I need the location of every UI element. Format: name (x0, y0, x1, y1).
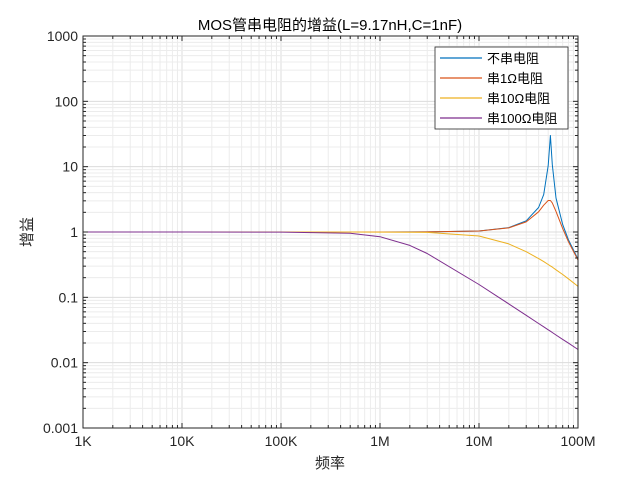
x-tick-label: 1M (370, 433, 389, 449)
y-tick-label: 0.01 (51, 355, 78, 371)
legend-box (434, 46, 569, 130)
x-tick-labels: 1K 10K 100K 1M 10M 100M (74, 433, 595, 449)
legend-entry: 串100Ω电阻 (487, 111, 557, 126)
series-line-0 (83, 135, 579, 260)
series-line-1 (83, 200, 579, 261)
y-tick-label: 1 (70, 224, 78, 240)
y-tick-label: 0.1 (59, 289, 79, 305)
x-tick-label: 100M (560, 433, 595, 449)
x-tick-label: 10K (170, 433, 196, 449)
x-tick-label: 1K (74, 433, 92, 449)
x-tick-label: 100K (265, 433, 298, 449)
y-tick-labels: 0.001 0.01 0.1 1 10 100 1000 (43, 28, 78, 436)
legend-entry: 串10Ω电阻 (487, 91, 550, 106)
series-lines (83, 135, 579, 350)
y-axis-label: 增益 (19, 217, 36, 247)
y-tick-label: 1000 (47, 28, 78, 44)
series-line-2 (83, 231, 579, 287)
x-tick-label: 10M (465, 433, 492, 449)
y-tick-label: 10 (62, 159, 78, 175)
y-tick-label: 0.001 (43, 420, 78, 436)
legend-entry: 不串电阻 (487, 51, 539, 66)
chart-title: MOS管串电阻的增益(L=9.17nH,C=1nF) (198, 17, 462, 34)
y-tick-label: 100 (55, 93, 79, 109)
tick-marks (82, 36, 578, 429)
series-line-3 (83, 231, 579, 350)
x-axis-label: 频率 (315, 455, 345, 472)
legend-entry: 串1Ω电阻 (487, 71, 543, 86)
